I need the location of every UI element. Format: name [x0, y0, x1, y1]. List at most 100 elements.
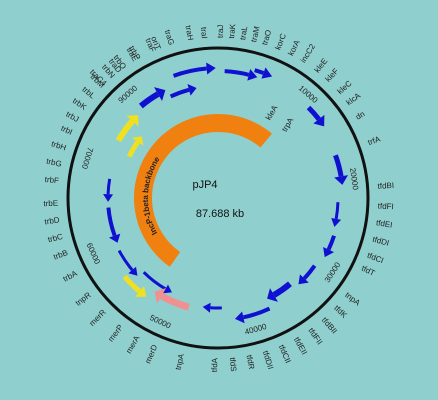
plasmid-name: pJP4: [192, 179, 217, 191]
gene-label: traL: [238, 25, 249, 41]
gene-label: trbE: [43, 199, 58, 209]
gene-arrowhead: [247, 68, 258, 81]
gene-arrowhead: [135, 286, 147, 297]
backbone-arc: [134, 114, 272, 267]
scale-label: 30000: [323, 260, 343, 284]
gene-label: trbC: [47, 232, 64, 244]
gene-label: trbM: [89, 72, 107, 90]
gene-label: tfdR: [244, 354, 256, 370]
gene-arrow: [333, 154, 344, 177]
gene-label: trbJ: [64, 110, 80, 124]
gene-arrowhead: [202, 302, 211, 313]
gene-label: trbL: [80, 85, 97, 101]
gene-label: traI: [199, 27, 209, 39]
gene-label: merP: [106, 323, 125, 344]
gene-arrowhead: [128, 266, 138, 276]
gene-arrowhead: [163, 284, 172, 294]
gene-label: trbH: [50, 139, 67, 152]
gene-arrowhead: [154, 288, 166, 304]
gene-label: tnpA: [343, 290, 362, 307]
gene-label: tfdFI: [378, 201, 394, 211]
gene-arrow: [326, 235, 336, 251]
gene-label: traH: [184, 25, 196, 42]
gene-label: traO: [260, 29, 273, 47]
gene-label: tfdEII: [292, 336, 309, 357]
gene-arrowhead: [108, 233, 121, 243]
gene-arrowhead: [334, 175, 348, 185]
gene-label: traM: [249, 25, 261, 43]
inner-label: kleA: [264, 103, 280, 122]
gene-arrowhead: [187, 84, 197, 96]
gene-label: trbG: [45, 157, 62, 169]
scale-label: 50000: [148, 313, 172, 331]
gene-label: tfdDII: [261, 350, 275, 371]
gene-label: trfA: [367, 134, 382, 147]
gene-label: tfdCII: [277, 343, 293, 364]
gene-arrowhead: [131, 136, 144, 146]
inner-label: trpA: [280, 116, 295, 134]
gene-arrow: [142, 271, 167, 291]
gene-label: traG: [163, 29, 176, 47]
gene-label: tfdK: [332, 304, 349, 321]
gene-label: dn: [354, 109, 366, 121]
gene-arrow: [122, 274, 142, 294]
gene-label: traK: [227, 23, 237, 39]
gene-arrowhead: [154, 87, 166, 102]
scale-label: 10000: [297, 84, 320, 106]
gene-label: trbD: [44, 215, 60, 226]
gene-arrow: [242, 306, 271, 320]
gene-label: tfdBII: [320, 316, 339, 336]
gene-label: trbK: [71, 96, 89, 112]
gene-arrowhead: [298, 274, 309, 285]
gene-label: korC: [273, 32, 288, 51]
gene-arrow: [159, 292, 190, 311]
gene-label: tfdFII: [306, 326, 324, 346]
gene-label: trbI: [60, 124, 74, 137]
gene-arrow: [306, 105, 321, 121]
gene-label: tfdT: [360, 264, 376, 278]
gene-label: traJ: [216, 25, 225, 38]
gene-arrowhead: [206, 62, 216, 75]
gene-arrow: [106, 178, 112, 195]
gene-arrowhead: [234, 311, 245, 324]
gene-label: klcA: [345, 91, 363, 108]
plasmid-size: 87.688 kb: [196, 208, 244, 220]
gene-label: tfdDI: [371, 235, 390, 248]
gene-arrowhead: [267, 288, 278, 302]
gene-label: merA: [124, 334, 142, 356]
gene-label: tnpR: [74, 290, 93, 307]
gene-label: kleF: [324, 67, 341, 84]
scale-label: 60000: [85, 242, 102, 266]
gene-arrowhead: [103, 193, 114, 202]
gene-label: korA: [286, 38, 302, 57]
gene-label: tfdEI: [375, 218, 393, 229]
gene-label: tfdCI: [366, 251, 385, 265]
gene-arrow: [126, 140, 140, 158]
gene-label: trbB: [52, 248, 69, 261]
gene-label: merR: [88, 308, 108, 328]
gene-arrow: [115, 119, 135, 143]
gene-arrow: [334, 202, 340, 220]
gene-arrowhead: [126, 115, 139, 127]
gene-label: tfdS: [228, 357, 238, 372]
gene-arrow: [169, 87, 190, 99]
gene-label: kleC: [336, 79, 354, 96]
gene-arrowhead: [331, 217, 342, 228]
gene-label: trbA: [61, 268, 79, 283]
scale-label: 40000: [244, 322, 268, 337]
gene-arrow: [254, 68, 265, 75]
gene-label: tfdBI: [377, 181, 394, 191]
scale-label: 90000: [117, 83, 140, 105]
gene-arrowhead: [313, 114, 325, 127]
scale-label: 20000: [348, 167, 360, 191]
scale-label: 70000: [80, 146, 95, 170]
gene-arrow: [224, 69, 250, 77]
gene-arrow: [117, 249, 134, 271]
gene-label: kleE: [313, 57, 330, 75]
gene-label: tnpA: [174, 352, 187, 371]
gene-arrow: [138, 91, 160, 109]
backbone-circle: [66, 46, 370, 350]
gene-arrow: [106, 207, 117, 237]
gene-label: merD: [143, 343, 159, 365]
